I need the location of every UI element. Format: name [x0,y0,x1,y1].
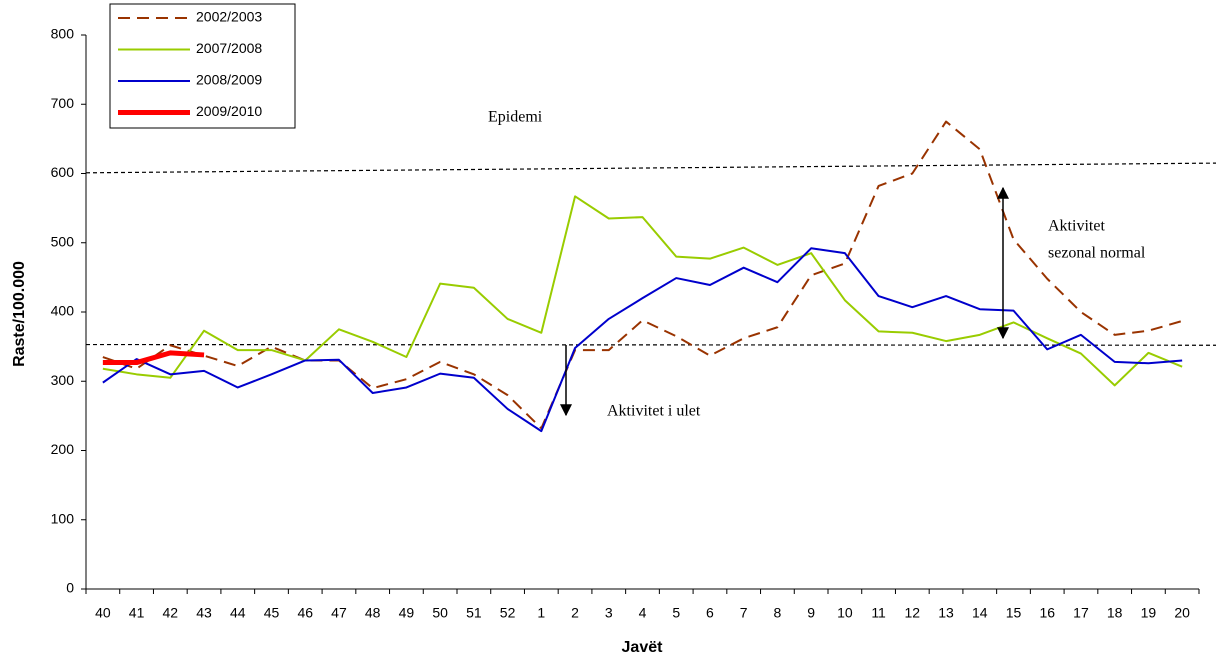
x-tick-label: 40 [95,605,111,621]
x-tick-label: 49 [399,605,415,621]
y-tick-label: 200 [51,441,75,457]
x-tick-label: 20 [1174,605,1190,621]
annotation: Aktivitet i ulet [607,403,701,420]
annotation: Aktivitet [1048,218,1105,235]
x-tick-label: 52 [500,605,516,621]
y-tick-label: 500 [51,233,75,249]
x-tick-label: 50 [432,605,448,621]
y-tick-label: 800 [51,26,75,42]
legend-label: 2009/2010 [196,103,262,119]
series-line [102,195,1183,387]
x-tick-label: 51 [466,605,482,621]
x-tick-label: 5 [672,605,680,621]
x-tick-label: 12 [905,605,921,621]
x-tick-label: 19 [1141,605,1157,621]
x-tick-label: 41 [129,605,145,621]
x-tick-label: 3 [605,605,613,621]
y-tick-label: 600 [51,164,75,180]
annotation: sezonal normal [1048,245,1146,262]
x-tick-label: 10 [837,605,853,621]
x-tick-label: 7 [740,605,748,621]
x-tick-label: 9 [807,605,815,621]
x-tick-label: 13 [938,605,954,621]
x-tick-label: 8 [774,605,782,621]
y-tick-label: 300 [51,372,75,388]
x-tick-label: 2 [571,605,579,621]
x-tick-label: 44 [230,605,246,621]
x-tick-label: 17 [1073,605,1089,621]
legend: 2002/2003 2007/2008 2008/2009 2009/2010 [118,9,262,119]
x-tick-label: 15 [1006,605,1022,621]
legend-label: 2007/2008 [196,40,262,56]
x-tick-label: 42 [163,605,179,621]
y-tick-label: 100 [51,510,75,526]
series-line [102,350,205,366]
y-axis-title: Raste/100.000 [11,261,28,367]
x-tick-label: 48 [365,605,381,621]
x-tick-label: 47 [331,605,347,621]
x-tick-label: 11 [871,605,886,621]
x-tick-label: 45 [264,605,280,621]
x-tick-label: 18 [1107,605,1123,621]
legend-label: 2008/2009 [196,72,262,88]
legend-box [109,3,296,129]
x-tick-label: 1 [537,605,545,621]
y-tick-label: 0 [66,580,74,596]
y-tick-label: 700 [51,95,75,111]
y-tick-label: 400 [51,303,75,319]
x-tick-label: 43 [196,605,212,621]
x-tick-label: 4 [639,605,647,621]
legend-label: 2002/2003 [196,9,262,25]
reference-line [85,343,1216,346]
x-tick-label: 6 [706,605,714,621]
reference-line [85,162,1216,174]
x-tick-label: 16 [1039,605,1055,621]
annotation: Epidemi [488,109,543,126]
x-axis-title: Javët [622,639,664,656]
x-tick-label: 14 [972,605,988,621]
x-tick-label: 46 [297,605,313,621]
